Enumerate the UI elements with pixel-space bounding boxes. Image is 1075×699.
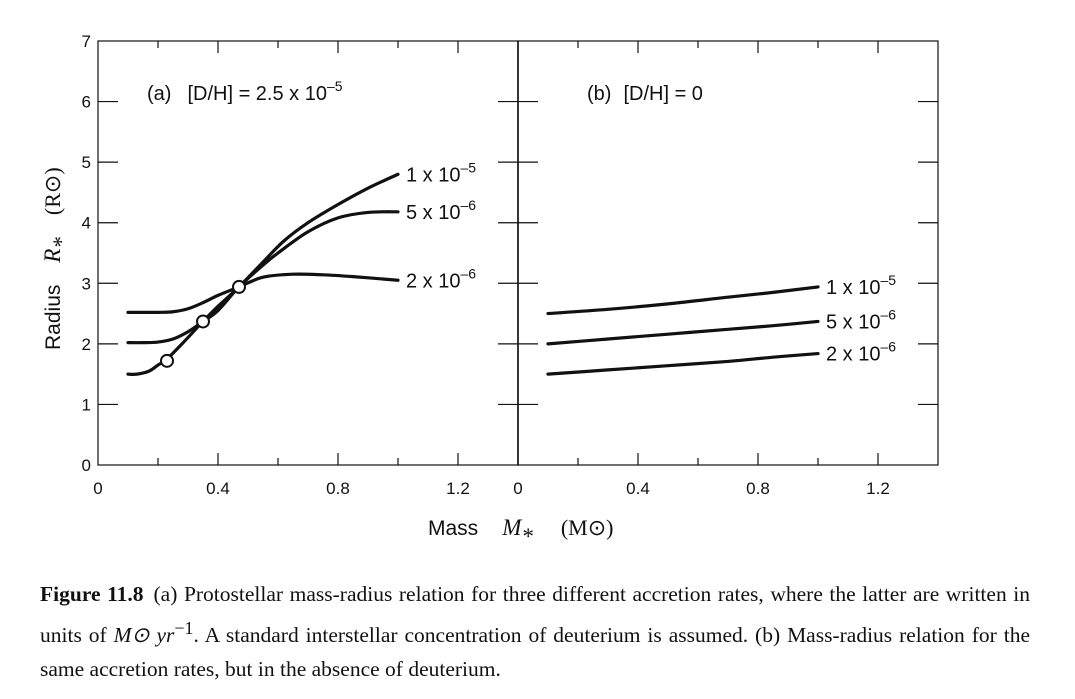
series-line <box>546 319 820 346</box>
labels-layer: 0 0.4 0.8 1.2 0 1 2 3 4 5 6 7 1 x 10–5 5 x 10–6 2 x 10… <box>82 32 897 498</box>
panel-a-title: (a) [D/H] = 2.5 x 10–5 <box>147 78 343 105</box>
figure-caption: Figure 11.8 (a) Protostellar mass-radius … <box>40 577 1030 686</box>
series-label: 1 x 10–5 <box>826 272 896 299</box>
transition-marker <box>232 279 246 294</box>
series-line <box>546 351 820 376</box>
series-label: 2 x 10–6 <box>406 265 476 292</box>
series-line <box>546 285 820 316</box>
y-tick-label: 6 <box>82 93 91 112</box>
panel-a-title-text: [D/H] = 2.5 x 10 <box>187 83 327 105</box>
caption-label: Figure 11.8 <box>40 582 144 606</box>
figure-chart: 0 0.4 0.8 1.2 0 1 2 3 4 5 6 7 1 x 10–5 5 x 10–6 2 x 10… <box>40 32 939 549</box>
panel-b-label: (b) <box>587 83 611 105</box>
curves-layer <box>126 172 820 376</box>
x-tick-label: 0.4 <box>626 479 650 498</box>
x-axis-title: Mass M* (M⊙) <box>428 515 614 549</box>
caption-text-2: . A standard interstellar concentration … <box>40 623 1030 682</box>
y-axis-symbol-sub: * <box>49 237 74 249</box>
y-axis-title: Radius R* (R⊙) <box>40 167 74 350</box>
x-tick-label: 0.8 <box>746 479 770 498</box>
y-tick-label: 2 <box>82 335 91 354</box>
y-tick-label: 4 <box>82 214 91 233</box>
series-label: 1 x 10–5 <box>406 159 476 186</box>
panel-a-label: (a) <box>147 83 171 105</box>
caption-unit-exp: −1 <box>174 618 194 638</box>
series-label: 2 x 10–6 <box>826 339 896 366</box>
x-tick-label: 0.4 <box>206 479 230 498</box>
x-tick-label: 0.8 <box>326 479 350 498</box>
series-line <box>126 272 400 315</box>
panel-b-title: (b) [D/H] = 0 <box>587 83 703 105</box>
x-axis-symbol: M <box>501 515 523 540</box>
caption-unit: M⊙ yr <box>113 623 175 648</box>
x-tick-label: 1.2 <box>446 479 470 498</box>
x-axis-symbol-sub: * <box>521 524 533 549</box>
y-axis-symbol: R <box>40 249 65 264</box>
x-tick-label: 0 <box>513 479 522 498</box>
caption-text-1: (a) Protostellar mass-radius relation fo… <box>40 582 1030 648</box>
panel-b-frame <box>517 40 939 466</box>
y-axis-unit: (R⊙) <box>40 167 65 215</box>
y-tick-label: 7 <box>82 32 91 51</box>
ticks-layer <box>98 41 938 465</box>
y-tick-label: 1 <box>82 395 91 414</box>
y-axis-title-word: Radius <box>42 285 65 350</box>
series-label: 5 x 10–6 <box>406 197 476 224</box>
transition-marker <box>160 353 174 368</box>
series-line <box>126 172 400 376</box>
panel-b-title-text: [D/H] = 0 <box>623 83 702 105</box>
x-tick-label: 1.2 <box>866 479 890 498</box>
y-tick-label: 0 <box>82 456 91 475</box>
y-tick-label: 5 <box>82 153 91 172</box>
y-tick-label: 3 <box>82 274 91 293</box>
x-axis-title-word: Mass <box>428 517 478 540</box>
panel-a-title-exp: –5 <box>327 78 343 94</box>
x-tick-label: 0 <box>93 479 102 498</box>
transition-marker <box>196 314 210 329</box>
x-axis-unit: (M⊙) <box>561 515 614 540</box>
series-line <box>126 210 400 345</box>
series-label: 5 x 10–6 <box>826 306 896 333</box>
